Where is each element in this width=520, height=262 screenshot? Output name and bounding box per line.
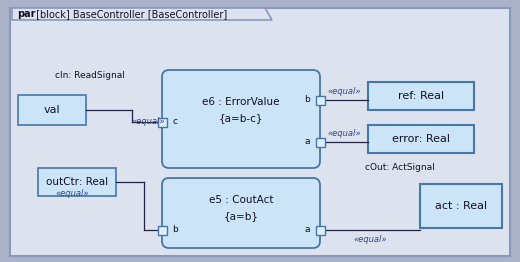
- Text: a: a: [304, 226, 310, 234]
- Text: c: c: [173, 117, 177, 127]
- Text: cIn: ReadSignal: cIn: ReadSignal: [55, 72, 125, 80]
- Polygon shape: [12, 8, 272, 20]
- Bar: [420, 184, 502, 228]
- Bar: [38, 168, 116, 196]
- Text: «equal»: «equal»: [55, 189, 89, 199]
- Bar: [368, 82, 474, 110]
- Text: {a=b}: {a=b}: [224, 211, 258, 221]
- Text: a: a: [304, 138, 310, 146]
- FancyBboxPatch shape: [162, 178, 320, 248]
- Text: «equal»: «equal»: [327, 129, 361, 139]
- Text: {a=b-c}: {a=b-c}: [219, 113, 263, 123]
- Text: val: val: [44, 105, 60, 115]
- Bar: [18, 95, 86, 125]
- Text: «equal»: «equal»: [131, 117, 165, 127]
- Text: b: b: [304, 96, 310, 105]
- Bar: [316, 226, 324, 234]
- Bar: [158, 117, 166, 127]
- Text: e5 : CoutAct: e5 : CoutAct: [209, 195, 273, 205]
- Text: par: par: [17, 9, 35, 19]
- Text: «equal»: «equal»: [327, 88, 361, 96]
- Text: b: b: [172, 226, 178, 234]
- Text: ref: Real: ref: Real: [398, 91, 444, 101]
- Text: error: Real: error: Real: [392, 134, 450, 144]
- Text: «equal»: «equal»: [353, 236, 387, 244]
- Bar: [158, 226, 166, 234]
- FancyBboxPatch shape: [162, 70, 320, 168]
- Text: e6 : ErrorValue: e6 : ErrorValue: [202, 97, 280, 107]
- Text: act : Real: act : Real: [435, 201, 487, 211]
- Bar: [316, 138, 324, 146]
- Bar: [316, 96, 324, 105]
- Bar: [368, 125, 474, 153]
- Text: cOut: ActSignal: cOut: ActSignal: [365, 163, 435, 172]
- Text: outCtr: Real: outCtr: Real: [46, 177, 108, 187]
- Text: [block] BaseController [BaseController]: [block] BaseController [BaseController]: [33, 9, 227, 19]
